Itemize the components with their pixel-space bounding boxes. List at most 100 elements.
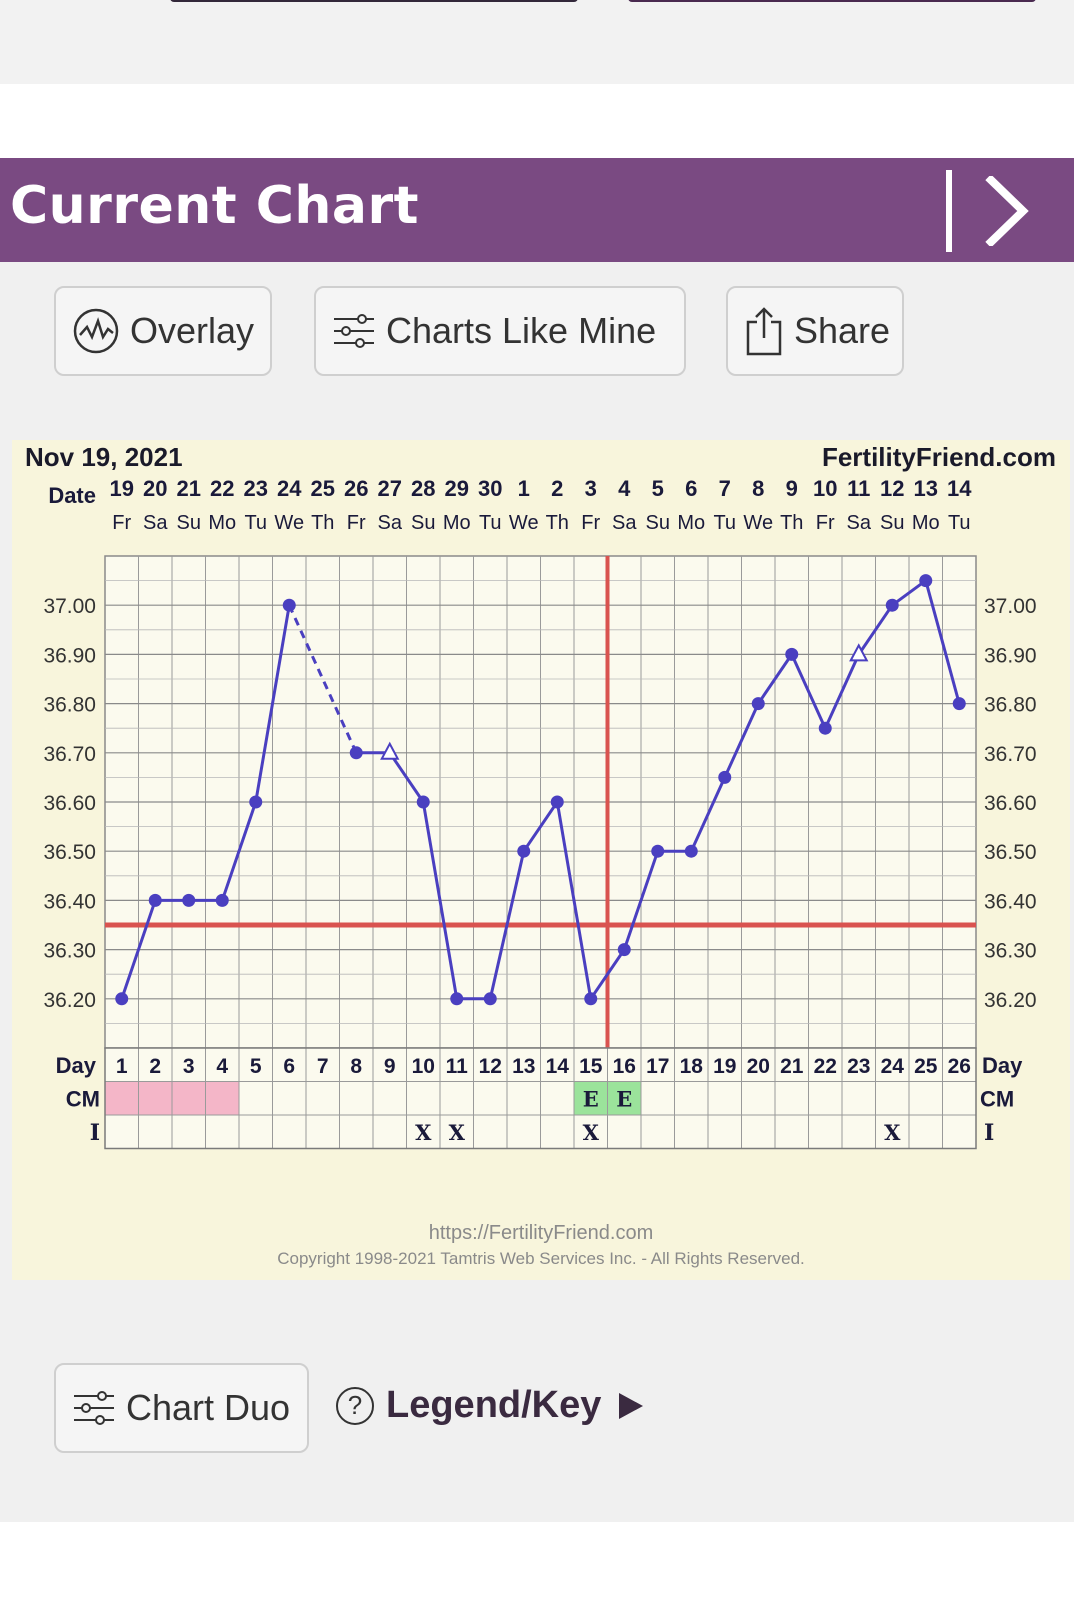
date-tick-label: 3	[585, 476, 597, 501]
charts-like-mine-button[interactable]: Charts Like Mine	[314, 286, 686, 376]
temp-point[interactable]	[952, 697, 966, 711]
sliders-icon	[334, 314, 374, 348]
temp-point-open[interactable]	[380, 741, 400, 760]
table-cell	[205, 1114, 240, 1149]
help-question-icon: ?	[336, 1386, 374, 1425]
temp-point-open[interactable]	[849, 643, 869, 662]
chart-date: Nov 19, 2021	[25, 442, 183, 472]
temp-point[interactable]	[115, 992, 129, 1006]
table-cell	[808, 1081, 843, 1116]
chevron-right-icon[interactable]	[985, 176, 1029, 246]
y-tick-label-left: 36.90	[43, 644, 96, 667]
date-tick-label: 27	[378, 476, 402, 501]
top-band	[0, 0, 1074, 84]
table-cell	[506, 1081, 541, 1116]
legend-key-toggle[interactable]: ? Legend/Key	[336, 1384, 644, 1427]
overlay-button[interactable]: Overlay	[54, 286, 272, 376]
cycle-day-label: 19	[713, 1055, 736, 1078]
temp-point[interactable]	[215, 893, 229, 907]
table-cell	[138, 1114, 173, 1149]
cycle-day-label: 23	[847, 1055, 870, 1078]
series-segment	[689, 776, 727, 852]
weekday-tick-label: Mo	[912, 512, 940, 534]
date-tick-label: 4	[618, 476, 631, 501]
temp-point[interactable]	[349, 746, 363, 760]
date-tick-label: 9	[786, 476, 798, 501]
temp-point[interactable]	[919, 574, 933, 588]
table-cell	[841, 1114, 876, 1149]
temp-point[interactable]	[182, 893, 196, 907]
series-segment	[757, 653, 793, 705]
temp-point[interactable]	[148, 893, 162, 907]
table-cell	[406, 1081, 441, 1116]
temp-point[interactable]	[651, 844, 665, 858]
y-tick-label-right: 36.50	[984, 841, 1037, 864]
date-tick-label: 1	[518, 476, 530, 501]
table-cell	[707, 1047, 742, 1082]
cycle-day-label: 11	[446, 1055, 469, 1078]
table-cell	[305, 1114, 340, 1149]
charts-like-mine-label: Charts Like Mine	[386, 310, 657, 351]
legend-key-label: Legend/Key	[386, 1384, 602, 1426]
table-cell	[607, 1081, 642, 1116]
temp-point[interactable]	[282, 598, 296, 612]
weekday-tick-label: Mo	[208, 512, 236, 534]
weekday-tick-label: We	[743, 512, 773, 534]
temp-point[interactable]	[550, 795, 564, 809]
y-tick-label-right: 36.90	[984, 644, 1037, 667]
temp-point[interactable]	[751, 697, 765, 711]
day-row-label: Day	[56, 1053, 97, 1078]
temp-point[interactable]	[249, 795, 263, 809]
date-tick-label: 22	[210, 476, 234, 501]
cycle-day-label: 18	[680, 1055, 704, 1078]
temp-point[interactable]	[818, 721, 832, 735]
temp-point[interactable]	[416, 795, 430, 809]
temp-point[interactable]	[718, 770, 732, 784]
date-tick-label: 6	[685, 476, 697, 501]
temp-point[interactable]	[617, 943, 631, 957]
cycle-day-label: 20	[747, 1055, 770, 1078]
intercourse-mark: X	[415, 1120, 432, 1145]
table-cell	[506, 1114, 541, 1149]
weekday-tick-label: Su	[880, 512, 904, 534]
chart-duo-button[interactable]: Chart Duo	[54, 1363, 309, 1453]
series-segment	[924, 580, 961, 704]
temp-point[interactable]	[785, 647, 799, 661]
date-row-label: Date	[48, 483, 96, 508]
top-tab-left[interactable]	[170, 0, 578, 2]
y-tick-label-right: 37.00	[984, 595, 1037, 618]
cycle-day-label: 4	[216, 1055, 228, 1078]
weekday-tick-label: Tu	[948, 512, 971, 534]
share-button[interactable]: Share	[726, 286, 904, 376]
date-tick-label: 20	[143, 476, 167, 501]
series-segment	[857, 604, 894, 656]
table-cell	[674, 1081, 709, 1116]
temp-point[interactable]	[450, 992, 464, 1006]
table-cell	[540, 1081, 575, 1116]
temp-point[interactable]	[885, 598, 899, 612]
table-cell	[741, 1114, 776, 1149]
temp-point[interactable]	[483, 992, 497, 1006]
temp-point[interactable]	[584, 992, 598, 1006]
y-tick-label-left: 36.50	[43, 841, 96, 864]
spacer	[0, 84, 1074, 158]
table-cell	[674, 1114, 709, 1149]
sliders-icon	[74, 1391, 114, 1425]
top-tab-right[interactable]	[628, 0, 1036, 2]
table-cell	[205, 1081, 240, 1116]
temp-point[interactable]	[517, 844, 531, 858]
page-footer	[0, 1522, 1074, 1600]
table-cell	[741, 1047, 776, 1082]
cm-row-label: CM	[66, 1087, 100, 1112]
table-cell	[339, 1081, 374, 1116]
table-cell	[640, 1081, 675, 1116]
chart-duo-label: Chart Duo	[126, 1387, 291, 1428]
date-tick-label: 5	[652, 476, 664, 501]
table-cell	[238, 1114, 273, 1149]
temp-point[interactable]	[684, 844, 698, 858]
table-cell	[406, 1114, 441, 1149]
chart-footer-url[interactable]: https://FertilityFriend.com	[429, 1222, 654, 1244]
cycle-day-label: 25	[914, 1055, 938, 1078]
weekday-tick-label: Sa	[143, 512, 168, 534]
share-label: Share	[794, 310, 891, 351]
